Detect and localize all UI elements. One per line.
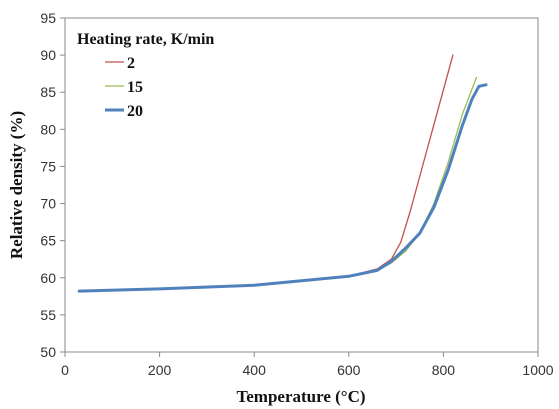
- series-layer: [77, 54, 488, 293]
- x-tick-label: 1000: [522, 362, 553, 378]
- x-tick-label: 800: [432, 362, 456, 378]
- y-tick-label: 80: [40, 121, 56, 137]
- y-tick-label: 75: [40, 158, 56, 174]
- legend-label-15: 15: [127, 79, 143, 96]
- y-tick-label: 70: [40, 196, 56, 212]
- x-tick-label: 0: [61, 362, 69, 378]
- y-axis-title: Relative density (%): [7, 111, 26, 259]
- y-tick-label: 65: [40, 233, 56, 249]
- y-tick-label: 55: [40, 307, 56, 323]
- x-tick-label: 600: [337, 362, 361, 378]
- legend-title: Heating rate, K/min: [77, 31, 214, 48]
- y-tick-label: 85: [40, 84, 56, 100]
- plot-frame: [64, 17, 539, 353]
- legend-items: 2 15 20: [105, 55, 143, 120]
- x-axis-title: Temperature (°C): [236, 387, 365, 406]
- legend-label-20: 20: [127, 103, 143, 120]
- y-axis-ticks: 50 55 60 65 70 75 80 85 90 95: [40, 10, 65, 360]
- legend: Heating rate, K/min 2 15 20: [77, 31, 214, 120]
- series-line-20: [77, 83, 488, 293]
- x-tick-label: 400: [243, 362, 267, 378]
- legend-label-2: 2: [127, 55, 135, 72]
- y-tick-label: 50: [40, 344, 56, 360]
- y-tick-label: 90: [40, 47, 56, 63]
- y-tick-label: 95: [40, 10, 56, 26]
- x-tick-label: 200: [148, 362, 172, 378]
- y-tick-label: 60: [40, 270, 56, 286]
- x-axis-ticks: 0 200 400 600 800 1000: [61, 352, 554, 378]
